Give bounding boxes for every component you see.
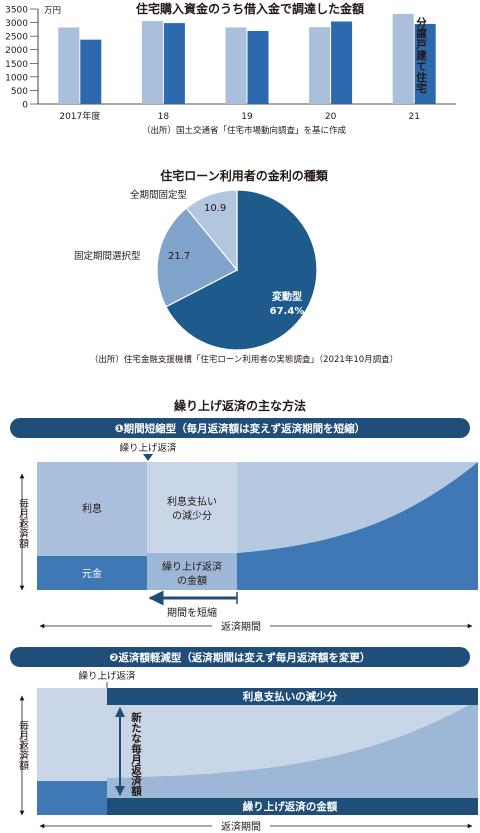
diagram-title: 繰り上げ返済の主な方法 — [174, 398, 306, 413]
y-tick-label: 3000 — [5, 19, 28, 29]
method1-interest-label: 利息 — [82, 502, 102, 515]
method1-interest-reduction-line2: の減少分 — [172, 509, 212, 522]
method2-interest-reduction-bar — [107, 688, 478, 705]
method2-interest-reduction-label: 利息支払いの減少分 — [243, 690, 338, 703]
pie-slice-period-fixed — [156, 207, 238, 308]
pie-slice-variable — [165, 189, 318, 351]
method2-header: ❷返済額軽減型（返済期間は変えず毎月返済額を変更） — [110, 651, 371, 664]
method2-marker-label: 繰り上げ返済 — [78, 670, 136, 682]
pie-value-full-fixed: 10.9 — [204, 203, 226, 214]
method1-reduced-interest-area — [147, 462, 237, 553]
pie-chart: 住宅ローン利用者の金利の種類 全期間固定型 10.9 固定期間選択型 21.7 … — [74, 168, 398, 365]
method2-prepaid-bar — [107, 798, 478, 815]
method2-before-principal-area — [37, 781, 107, 815]
method2-panel: ❷返済額軽減型（返済期間は変えず毎月返済額を変更） 繰り上げ返済 利息支払いの減… — [10, 647, 478, 833]
pie-chart-source: （出所）住宅金融支援機構「住宅ローン利用者の実態調査」（2021年10月調査） — [90, 354, 398, 365]
bar-series — [58, 13, 436, 105]
legend-detached-house: 分譲戸建て住宅 — [415, 16, 427, 94]
method1-remaining-principal-area — [37, 556, 147, 590]
bar-chart-title: 住宅購入資金のうち借入金で調達した金額 — [136, 1, 364, 16]
method2-prepaid-label: 繰り上げ返済の金額 — [243, 800, 338, 813]
pie-slice-full-fixed — [185, 189, 238, 272]
bar-detached-house — [392, 13, 414, 105]
pie-value-period-fixed: 21.7 — [168, 251, 190, 262]
bar-condominium — [247, 30, 269, 104]
method1-header-bar — [10, 418, 470, 438]
method1-period-label-bg — [212, 619, 270, 633]
method1-period-label: 返済期間 — [221, 620, 261, 633]
method1-prepaid-area — [147, 553, 237, 590]
method2-header-bar — [10, 647, 470, 667]
method1-prepaid-line2: の金額 — [177, 574, 207, 587]
y-tick-label: 3500 — [5, 6, 28, 16]
prepayment-diagram: 繰り上げ返済の主な方法 ❶期間短縮型（毎月返済額は変えず返済期間を短縮） 繰り上… — [10, 398, 478, 833]
method1-remaining-interest-area — [37, 462, 147, 556]
method2-period-label-bg — [212, 819, 270, 833]
pie-chart-title: 住宅ローン利用者の金利の種類 — [160, 168, 328, 183]
bar-chart: 住宅購入資金のうち借入金で調達した金額 3500 3000 2500 2000 1500… — [5, 1, 456, 136]
y-tick-label: 1000 — [5, 73, 28, 83]
bar-condominium — [80, 39, 102, 104]
pie-label-full-fixed: 全期間固定型 — [130, 189, 188, 201]
method2-new-payment-label: 新たな毎月返済額 — [130, 711, 142, 797]
x-tick-label: 18 — [158, 112, 170, 122]
y-tick-label: 1500 — [5, 60, 28, 70]
y-tick-label: 2000 — [5, 46, 28, 56]
method1-y-axis-label: 毎月返済額 — [17, 497, 29, 549]
x-tick-label: 2017年度 — [59, 110, 100, 122]
method1-interest-curve-area — [237, 462, 478, 553]
x-tick-label: 19 — [241, 112, 253, 122]
method1-principal-label: 元金 — [82, 567, 102, 580]
method1-shorten-label: 期間を短縮 — [167, 606, 217, 619]
bar-detached-house — [141, 20, 163, 105]
method1-principal-curve-area — [237, 462, 478, 590]
y-tick-label: 2500 — [5, 33, 28, 43]
bar-condominium — [163, 23, 185, 104]
pie-label-variable: 変動型 — [272, 290, 302, 303]
pie-slices — [156, 189, 318, 351]
method1-prepaid-line1: 繰り上げ返済 — [162, 560, 222, 573]
pie-value-variable: 67.4% — [270, 306, 305, 317]
y-tick-label: 500 — [11, 87, 28, 97]
method2-before-interest-area — [37, 688, 107, 781]
method1-header: ❶期間短縮型（毎月返済額は変えず返済期間を短縮） — [115, 422, 365, 435]
method1-panel: ❶期間短縮型（毎月返済額は変えず返済期間を短縮） 繰り上げ返済 毎月返済額 利息… — [10, 418, 478, 633]
y-tick-label: 0 — [22, 101, 28, 111]
legend-condominium: 分譲マンション — [435, 23, 447, 101]
method1-interest-reduction-line1: 利息支払い — [167, 495, 217, 508]
y-axis-ticks: 3500 3000 2500 2000 1500 1000 500 0 — [5, 6, 39, 111]
bar-chart-source: （出所）国土交通省「住宅市場動向調査」を基に作成 — [142, 125, 347, 136]
method1-marker-label: 繰り上げ返済 — [119, 442, 177, 454]
bar-detached-house — [309, 27, 331, 104]
x-tick-label: 20 — [325, 112, 337, 122]
unit-label: 万円 — [44, 6, 61, 16]
bar-condominium — [414, 23, 436, 104]
x-axis-ticks: 2017年度 18 19 20 21 — [59, 110, 420, 122]
pie-label-period-fixed: 固定期間選択型 — [74, 250, 141, 262]
x-tick-label: 21 — [408, 112, 419, 122]
method1-marker-triangle — [143, 454, 153, 461]
bar-detached-house — [58, 27, 80, 105]
bar-detached-house — [225, 27, 247, 105]
method2-period-label: 返済期間 — [221, 820, 261, 833]
bar-condominium — [331, 21, 353, 104]
method2-y-axis-label: 毎月返済額 — [17, 719, 29, 771]
method2-principal-curve-area — [107, 700, 478, 815]
